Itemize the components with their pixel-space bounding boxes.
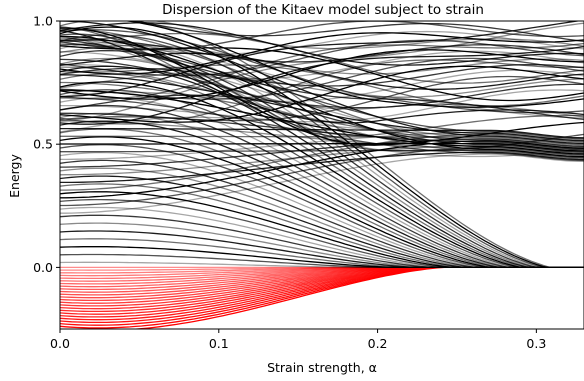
band-line-1-22: [60, 89, 584, 269]
y-tick-label: 1.0: [33, 14, 53, 29]
band-line-1-18: [60, 120, 584, 269]
band-line-1-23: [60, 81, 584, 269]
band-line-3-9: [60, 49, 584, 100]
band-line-2-2: [60, 140, 584, 199]
band-line-1-24: [60, 73, 584, 269]
y-axis-label: Energy: [7, 154, 22, 198]
band-line-2-6: [60, 138, 584, 168]
band-line-3-13: [60, 63, 584, 87]
band-line-1-27: [60, 49, 584, 269]
plot-frame: [59, 20, 584, 330]
band-line-3-26: [152, 21, 584, 50]
band-line-3-11: [60, 21, 582, 98]
band-line-4-8: [60, 29, 584, 114]
band-line-2-3: [60, 133, 584, 191]
band-line-4-9: [60, 21, 584, 108]
band-line-3-15: [60, 39, 584, 77]
band-line-3-10: [60, 42, 584, 100]
band-line-2-1: [60, 146, 584, 207]
band-line-2-14: [60, 104, 584, 144]
x-tick-label: 0.1: [209, 336, 229, 351]
x-axis-label: Strain strength, α: [267, 360, 377, 375]
band-line-1-29: [60, 34, 584, 269]
band-line-2-22: [60, 43, 584, 140]
band-line-1-26: [60, 57, 584, 269]
x-tick-label: 0.3: [526, 336, 546, 351]
axes: 0.0 0.1 0.2 0.3 0.0 0.5 1.0: [33, 14, 584, 351]
chart-title: Dispersion of the Kitaev model subject t…: [162, 2, 484, 18]
band-line-4-3: [60, 26, 584, 137]
band-line-3-27: [131, 21, 584, 43]
band-line-3-16: [60, 32, 584, 75]
band-lines: [60, 21, 584, 329]
band-line-2-19: [60, 66, 584, 160]
band-line-3-7: [60, 69, 584, 103]
y-tick-label: 0.0: [33, 260, 53, 275]
band-line-2-11: [60, 127, 584, 139]
band-line-3-3: [60, 59, 584, 125]
band-line-2-4: [60, 151, 584, 184]
band-line-3-12: [60, 73, 584, 98]
band-line-1-20: [60, 104, 584, 269]
x-tick-label: 0.2: [368, 336, 388, 351]
band-line-2-8: [60, 149, 584, 159]
x-tick-label: 0.0: [50, 336, 70, 351]
band-line-4-2: [60, 27, 584, 146]
band-line-4-4: [60, 29, 584, 124]
band-line-3-20: [60, 39, 584, 63]
band-line-4-6: [60, 39, 584, 121]
band-line-2-25: [60, 21, 584, 145]
band-line-3-22: [60, 21, 584, 51]
band-line-2-15: [60, 97, 584, 162]
band-line-1-21: [60, 97, 584, 269]
band-line-3-19: [60, 44, 584, 75]
band-line-3-17: [60, 64, 584, 107]
band-line-3-6: [60, 83, 584, 111]
band-line-2-18: [60, 74, 584, 142]
y-tick-label: 0.5: [33, 137, 53, 152]
band-line-2-21: [60, 51, 584, 146]
band-line-1-30: [60, 26, 584, 269]
band-line-2-0: [60, 153, 584, 214]
band-line-2-9: [60, 142, 584, 152]
band-line-2-24: [60, 28, 584, 151]
